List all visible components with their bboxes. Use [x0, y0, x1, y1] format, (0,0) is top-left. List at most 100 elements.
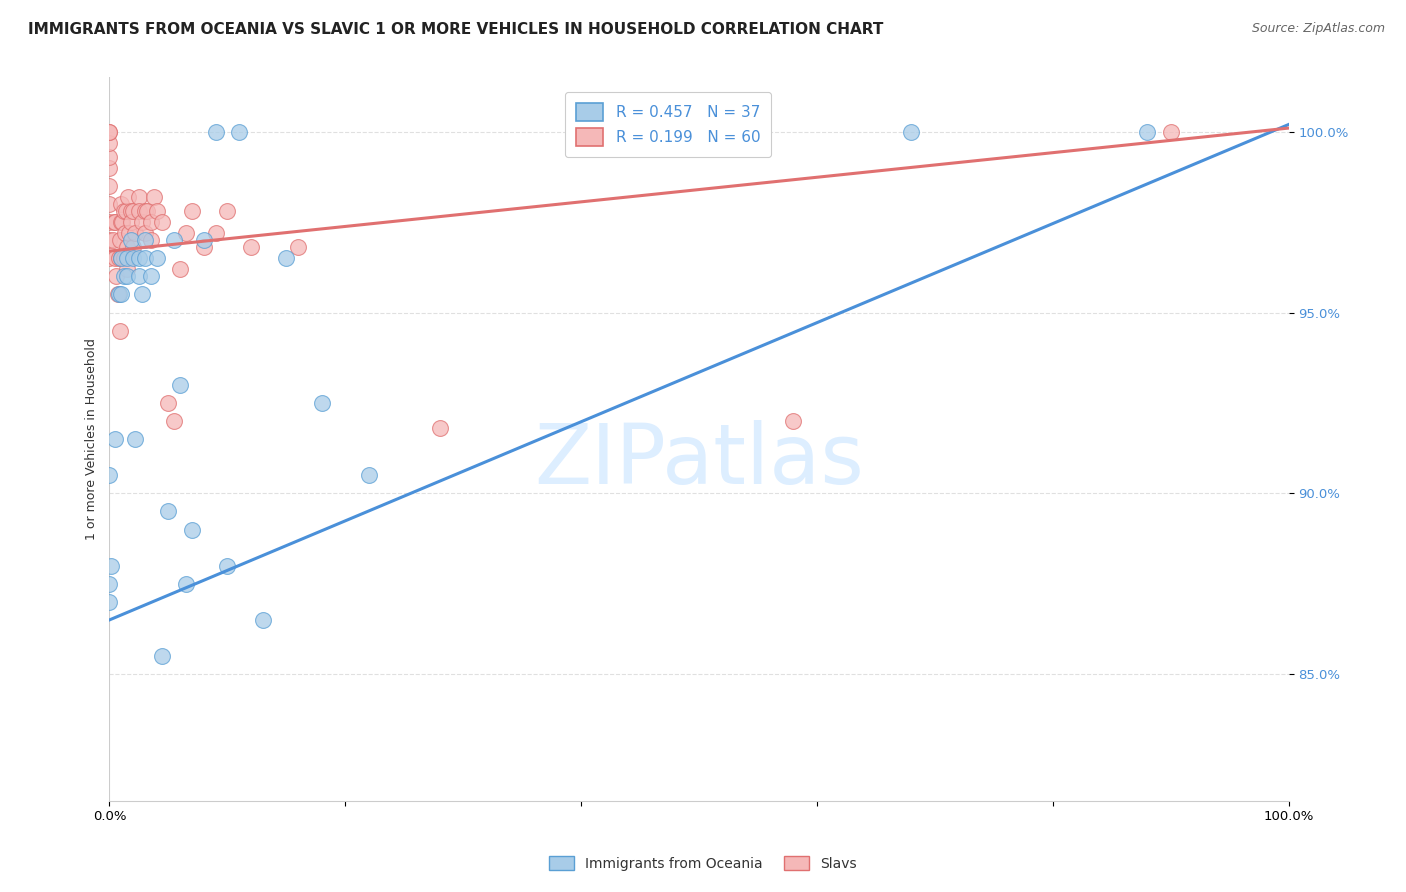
- Point: [103, 215, 125, 229]
- Point: [193, 233, 215, 247]
- Point: [115, 240, 138, 254]
- Point: [145, 252, 167, 266]
- Point: [124, 226, 146, 240]
- Point: [98, 576, 121, 591]
- Point: [252, 613, 274, 627]
- Point: [128, 190, 150, 204]
- Point: [136, 204, 159, 219]
- Point: [98, 215, 121, 229]
- Point: [107, 287, 129, 301]
- Point: [105, 269, 128, 284]
- Point: [111, 215, 134, 229]
- Point: [152, 649, 174, 664]
- Point: [115, 269, 138, 284]
- Text: IMMIGRANTS FROM OCEANIA VS SLAVIC 1 OR MORE VEHICLES IN HOUSEHOLD CORRELATION CH: IMMIGRANTS FROM OCEANIA VS SLAVIC 1 OR M…: [28, 22, 883, 37]
- Point: [120, 204, 142, 219]
- Point: [104, 252, 127, 266]
- Point: [101, 233, 124, 247]
- Point: [134, 204, 156, 219]
- Point: [128, 269, 150, 284]
- Point: [139, 269, 162, 284]
- Point: [110, 197, 132, 211]
- Point: [174, 576, 197, 591]
- Point: [98, 252, 121, 266]
- Point: [122, 204, 145, 219]
- Point: [139, 215, 162, 229]
- Point: [98, 197, 121, 211]
- Point: [98, 161, 121, 175]
- Point: [98, 178, 121, 193]
- Point: [108, 287, 131, 301]
- Legend: R = 0.457   N = 37, R = 0.199   N = 60: R = 0.457 N = 37, R = 0.199 N = 60: [565, 92, 770, 157]
- Point: [276, 252, 298, 266]
- Point: [104, 432, 127, 446]
- Text: ZIPatlas: ZIPatlas: [534, 420, 865, 501]
- Point: [1136, 125, 1159, 139]
- Point: [157, 504, 180, 518]
- Point: [108, 233, 131, 247]
- Point: [128, 204, 150, 219]
- Point: [122, 252, 145, 266]
- Point: [228, 125, 250, 139]
- Point: [98, 233, 121, 247]
- Point: [143, 190, 166, 204]
- Point: [163, 233, 186, 247]
- Point: [287, 240, 309, 254]
- Point: [131, 287, 153, 301]
- Point: [118, 226, 141, 240]
- Point: [163, 414, 186, 428]
- Point: [181, 523, 204, 537]
- Text: Source: ZipAtlas.com: Source: ZipAtlas.com: [1251, 22, 1385, 36]
- Point: [134, 252, 156, 266]
- Point: [311, 396, 333, 410]
- Point: [110, 287, 132, 301]
- Point: [169, 377, 191, 392]
- Point: [900, 125, 922, 139]
- Point: [115, 252, 138, 266]
- Point: [217, 558, 239, 573]
- Point: [157, 396, 180, 410]
- Point: [114, 226, 136, 240]
- Point: [217, 204, 239, 219]
- Y-axis label: 1 or more Vehicles in Household: 1 or more Vehicles in Household: [86, 338, 98, 540]
- Point: [782, 414, 804, 428]
- Point: [128, 252, 150, 266]
- Point: [115, 204, 138, 219]
- Point: [98, 136, 121, 150]
- Point: [100, 558, 122, 573]
- Point: [110, 215, 132, 229]
- Point: [181, 204, 204, 219]
- Point: [117, 190, 139, 204]
- Point: [112, 252, 135, 266]
- Point: [98, 595, 121, 609]
- Point: [357, 468, 380, 483]
- Point: [239, 240, 262, 254]
- Point: [98, 150, 121, 164]
- Point: [108, 324, 131, 338]
- Point: [115, 262, 138, 277]
- Point: [429, 421, 451, 435]
- Point: [120, 215, 142, 229]
- Point: [98, 125, 121, 139]
- Point: [1160, 125, 1182, 139]
- Point: [120, 233, 142, 247]
- Point: [169, 262, 191, 277]
- Point: [204, 226, 226, 240]
- Point: [139, 233, 162, 247]
- Point: [134, 226, 156, 240]
- Point: [174, 226, 197, 240]
- Point: [112, 269, 135, 284]
- Point: [98, 468, 121, 483]
- Point: [134, 233, 156, 247]
- Point: [104, 215, 127, 229]
- Point: [152, 215, 174, 229]
- Point: [193, 240, 215, 254]
- Point: [112, 204, 135, 219]
- Point: [108, 252, 131, 266]
- Point: [124, 432, 146, 446]
- Point: [131, 215, 153, 229]
- Legend: Immigrants from Oceania, Slavs: Immigrants from Oceania, Slavs: [544, 850, 862, 876]
- Point: [122, 240, 145, 254]
- Point: [110, 252, 132, 266]
- Point: [145, 204, 167, 219]
